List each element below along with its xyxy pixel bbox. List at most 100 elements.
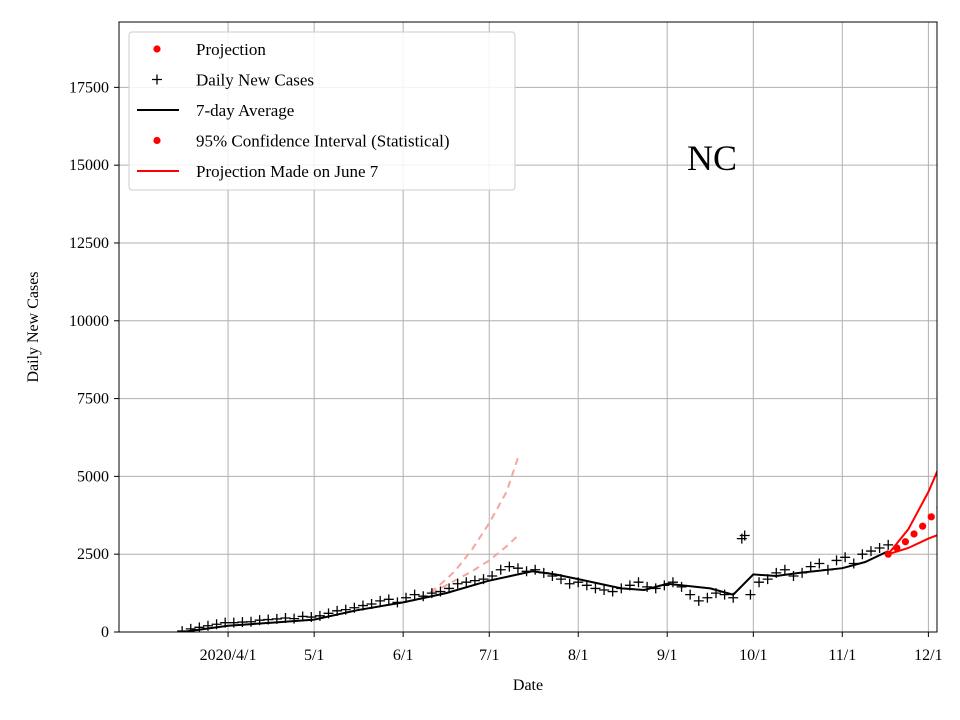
daily-case-point	[779, 564, 790, 575]
daily-case-point	[599, 584, 610, 595]
daily-case-point	[177, 626, 188, 632]
daily-case-point	[840, 552, 851, 563]
daily-case-point	[280, 612, 291, 623]
ci-upper-line	[887, 469, 937, 555]
legend-dot-marker	[153, 136, 161, 145]
daily-case-point	[693, 595, 704, 606]
daily-case-point	[211, 619, 222, 630]
y-tick-label: 5000	[77, 468, 109, 485]
seven-day-average-line	[181, 550, 889, 632]
projection-point	[910, 530, 918, 538]
daily-case-point	[831, 555, 842, 566]
daily-case-point	[237, 617, 248, 628]
legend: Projection Daily New Cases 7-day Average 95…	[128, 31, 516, 191]
projection-point	[893, 544, 901, 552]
daily-case-point	[564, 578, 575, 589]
projection-point	[919, 522, 927, 530]
daily-case-point	[297, 611, 308, 622]
projection-point	[953, 482, 960, 489]
daily-case-point	[883, 539, 894, 550]
daily-case-point	[409, 589, 420, 600]
daily-case-point	[659, 580, 670, 591]
daily-case-point	[495, 564, 506, 575]
x-axis-label: Date	[513, 677, 543, 694]
daily-case-point	[728, 592, 739, 603]
legend-dot-marker	[153, 45, 161, 53]
daily-case-point	[521, 566, 532, 577]
daily-case-point	[194, 622, 205, 632]
daily-case-point	[865, 546, 876, 557]
daily-case-point	[392, 597, 403, 608]
daily-case-point	[202, 620, 213, 631]
projection-point	[901, 538, 910, 546]
x-tick-label: 9/1	[657, 647, 677, 664]
daily-case-point	[289, 613, 300, 624]
daily-case-point	[874, 542, 885, 553]
legend-label: 95% Confidence Interval (Statistical)	[196, 132, 450, 151]
daily-case-point	[401, 592, 412, 603]
x-axis: 2020/4/15/16/17/18/19/110/111/112/12021/…	[200, 632, 943, 664]
daily-case-point	[547, 570, 558, 581]
daily-case-point	[702, 592, 713, 603]
daily-case-point	[314, 610, 325, 621]
daily-case-point	[538, 567, 549, 578]
daily-case-point	[452, 578, 463, 589]
daily-case-point	[246, 616, 257, 627]
legend-box	[128, 31, 516, 191]
daily-case-point	[616, 583, 627, 594]
y-tick-label: 0	[101, 624, 109, 641]
daily-case-point	[487, 570, 498, 581]
plot-data	[177, 457, 960, 632]
daily-case-point	[469, 575, 480, 586]
y-axis-label: Daily New Cases	[25, 271, 42, 382]
daily-case-point	[263, 614, 274, 625]
daily-case-point	[418, 591, 429, 602]
daily-case-point	[624, 580, 635, 591]
daily-case-point	[667, 577, 678, 588]
daily-case-point	[444, 583, 455, 594]
daily-case-point	[581, 580, 592, 591]
daily-case-point	[383, 594, 394, 605]
daily-case-point	[745, 589, 756, 600]
daily-case-point	[590, 583, 601, 594]
legend-plus-marker	[152, 74, 162, 85]
daily-case-point	[685, 589, 696, 600]
daily-case-point	[271, 613, 282, 624]
y-tick-label: 12500	[69, 235, 109, 252]
daily-case-point	[426, 588, 437, 599]
daily-case-point	[228, 617, 239, 628]
x-tick-label: 2020/4/1	[200, 647, 257, 664]
daily-case-point	[375, 595, 386, 606]
daily-case-point	[805, 561, 816, 572]
grid	[119, 22, 937, 633]
ci-lower-line	[887, 534, 937, 556]
daily-case-point	[797, 567, 808, 578]
daily-case-point	[710, 588, 721, 599]
x-tick-label: 11/1	[828, 647, 856, 664]
daily-case-point	[461, 577, 472, 588]
projection-point	[927, 513, 935, 521]
projection-point	[945, 493, 952, 500]
june7-projection-upper-line	[419, 457, 519, 601]
y-tick-label: 17500	[69, 79, 109, 96]
daily-case-point	[857, 549, 868, 560]
daily-case-point	[848, 558, 859, 569]
daily-case-point	[556, 574, 567, 585]
daily-case-point	[306, 612, 317, 623]
daily-case-point	[719, 589, 730, 600]
daily-case-point	[435, 586, 446, 597]
daily-case-point	[340, 604, 351, 615]
daily-case-point	[512, 563, 523, 574]
legend-label: Daily New Cases	[196, 71, 314, 90]
daily-case-point	[323, 608, 334, 619]
daily-case-point	[650, 583, 661, 594]
daily-case-point	[478, 574, 489, 585]
daily-case-point	[754, 577, 765, 588]
y-tick-label: 2500	[77, 546, 109, 563]
projection-point	[884, 550, 892, 558]
daily-case-point	[642, 581, 653, 592]
daily-case-point	[254, 615, 265, 626]
y-tick-label: 10000	[69, 313, 109, 330]
daily-case-point	[633, 577, 644, 588]
